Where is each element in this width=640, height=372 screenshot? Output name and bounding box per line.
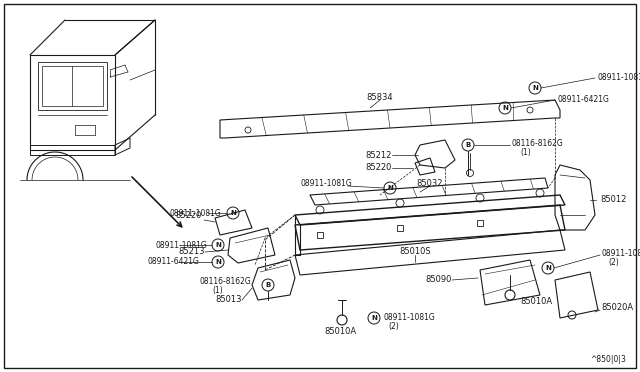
Text: B: B [465, 142, 470, 148]
Text: 85220: 85220 [175, 211, 202, 219]
Text: (2): (2) [388, 323, 399, 331]
Text: 08911-1081G: 08911-1081G [597, 74, 640, 83]
Text: 85220: 85220 [365, 164, 392, 173]
Text: 08911-6421G: 08911-6421G [557, 96, 609, 105]
Text: 08911-1081G: 08911-1081G [383, 314, 435, 323]
Text: 08911-6421G: 08911-6421G [148, 257, 200, 266]
Text: 85013: 85013 [216, 295, 242, 305]
Text: B: B [266, 282, 271, 288]
Text: 85090: 85090 [426, 276, 452, 285]
Text: 85213: 85213 [179, 247, 205, 257]
Text: N: N [545, 265, 551, 271]
Text: 85212: 85212 [365, 151, 392, 160]
Text: N: N [230, 210, 236, 216]
Text: N: N [387, 185, 393, 191]
Text: 85834: 85834 [367, 93, 394, 102]
Text: 08116-8162G: 08116-8162G [200, 278, 252, 286]
Bar [477, 220, 483, 226]
Text: (2): (2) [608, 257, 619, 266]
Bar [317, 232, 323, 238]
Text: 08911-1081G: 08911-1081G [300, 179, 352, 187]
Text: 85012: 85012 [600, 196, 627, 205]
Text: ^850|0|3: ^850|0|3 [590, 356, 626, 365]
Text: N: N [371, 315, 377, 321]
Text: N: N [532, 85, 538, 91]
Text: 85010S: 85010S [399, 247, 431, 257]
Text: 85010A: 85010A [520, 298, 552, 307]
Text: 08911-1081G: 08911-1081G [170, 208, 221, 218]
Bar [397, 225, 403, 231]
Text: N: N [215, 259, 221, 265]
Text: N: N [215, 242, 221, 248]
Text: N: N [502, 105, 508, 111]
Text: 85032: 85032 [417, 179, 444, 187]
Text: 08911-1081G: 08911-1081G [602, 248, 640, 257]
Text: (1): (1) [520, 148, 531, 157]
Text: 85020A: 85020A [601, 304, 633, 312]
Text: 08911-1081G: 08911-1081G [155, 241, 207, 250]
Text: 85010A: 85010A [324, 327, 356, 337]
Text: (1): (1) [212, 286, 223, 295]
Text: 08116-8162G: 08116-8162G [512, 138, 564, 148]
